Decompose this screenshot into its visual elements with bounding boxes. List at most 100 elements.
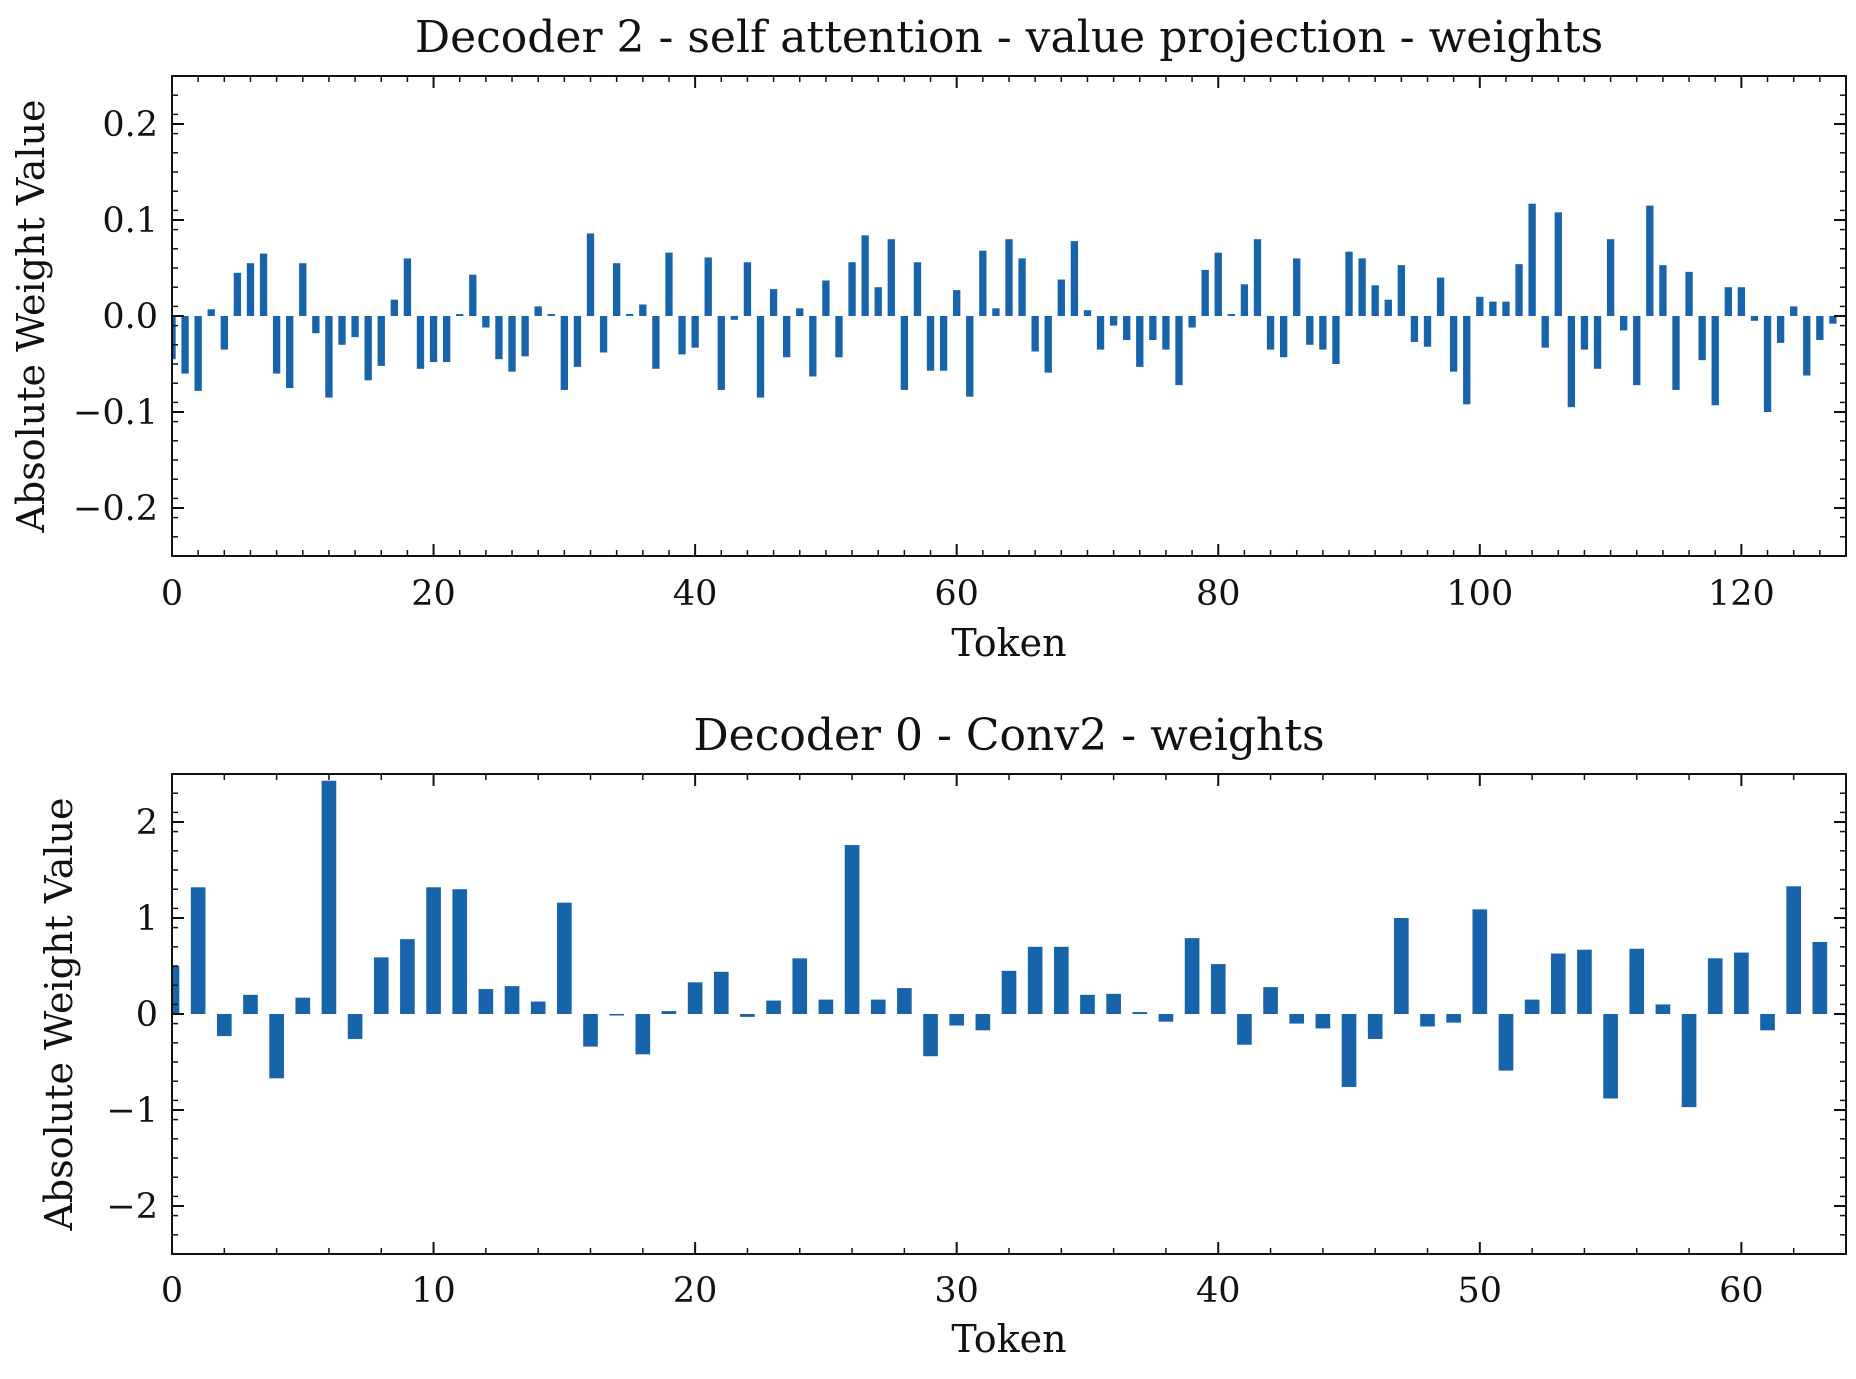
bar bbox=[975, 1014, 991, 1031]
bar bbox=[783, 316, 791, 358]
bar bbox=[338, 316, 346, 345]
bar bbox=[1214, 252, 1222, 316]
bar bbox=[1106, 993, 1121, 1014]
bar bbox=[1567, 316, 1576, 408]
bar bbox=[1005, 239, 1013, 316]
bar bbox=[612, 263, 621, 316]
bar bbox=[1315, 1014, 1331, 1029]
bar bbox=[652, 316, 660, 369]
bar bbox=[1184, 938, 1200, 1014]
x-tick-label: 40 bbox=[673, 574, 718, 614]
y-tick-label: 0.1 bbox=[102, 201, 158, 241]
bar bbox=[639, 304, 647, 316]
bar bbox=[534, 306, 542, 316]
bar bbox=[373, 957, 389, 1014]
bar bbox=[874, 287, 882, 316]
bar bbox=[573, 316, 582, 367]
bar bbox=[1109, 316, 1118, 326]
bar bbox=[1001, 970, 1017, 1014]
bar bbox=[560, 316, 569, 390]
bar bbox=[1394, 918, 1409, 1014]
bar bbox=[870, 999, 886, 1014]
bar bbox=[1659, 265, 1667, 316]
x-tick-label: 80 bbox=[1196, 574, 1241, 614]
bar bbox=[1306, 316, 1314, 345]
bar bbox=[1096, 316, 1105, 350]
bar bbox=[1053, 946, 1069, 1014]
bar bbox=[1080, 994, 1095, 1014]
bar bbox=[377, 316, 385, 366]
bar bbox=[325, 316, 333, 398]
bar bbox=[1472, 909, 1488, 1014]
bar bbox=[809, 316, 817, 377]
bar bbox=[1685, 271, 1693, 316]
bar bbox=[626, 314, 634, 316]
bar bbox=[547, 314, 555, 316]
bar bbox=[246, 263, 255, 316]
bar bbox=[1763, 316, 1772, 412]
bar bbox=[1449, 316, 1458, 372]
x-tick-label: 50 bbox=[1458, 1271, 1503, 1311]
bar bbox=[1132, 1012, 1148, 1014]
bar bbox=[1188, 316, 1196, 328]
bar bbox=[1070, 241, 1079, 316]
y-axis-label: Absolute Weight Value bbox=[37, 797, 81, 1231]
bar bbox=[835, 316, 843, 358]
x-tick-label: 20 bbox=[673, 1271, 718, 1311]
bar bbox=[897, 988, 912, 1014]
bar bbox=[1524, 999, 1540, 1014]
bar bbox=[665, 252, 673, 316]
bar bbox=[756, 316, 765, 398]
bar bbox=[1201, 269, 1209, 316]
bar bbox=[1734, 952, 1749, 1014]
bar bbox=[1803, 316, 1811, 376]
bar bbox=[1410, 316, 1419, 342]
bar bbox=[1384, 299, 1392, 316]
bar bbox=[1289, 1014, 1305, 1024]
bar bbox=[259, 253, 268, 316]
bar bbox=[269, 1014, 284, 1079]
bar bbox=[1476, 296, 1484, 316]
bar bbox=[1044, 316, 1052, 373]
bar bbox=[243, 994, 258, 1014]
x-tick-label: 100 bbox=[1446, 574, 1513, 614]
y-tick-label: 1 bbox=[136, 899, 158, 939]
bar bbox=[1655, 1004, 1671, 1014]
bar bbox=[730, 316, 739, 320]
bar bbox=[1227, 314, 1235, 316]
bar bbox=[939, 316, 948, 371]
bar bbox=[1463, 316, 1471, 405]
bar bbox=[1724, 287, 1732, 316]
bars bbox=[172, 203, 1837, 412]
bar bbox=[1816, 316, 1824, 340]
x-axis-label: Token bbox=[951, 1317, 1066, 1361]
bar bbox=[1423, 316, 1432, 347]
y-tick-label: −0.1 bbox=[73, 393, 158, 433]
bar bbox=[949, 1014, 965, 1026]
bar bbox=[456, 314, 464, 316]
bar bbox=[416, 316, 425, 369]
bar bbox=[1358, 258, 1366, 316]
bar bbox=[233, 272, 242, 316]
bar bbox=[1158, 1014, 1174, 1022]
bar bbox=[1829, 316, 1837, 324]
bar bbox=[1397, 265, 1406, 316]
bar bbox=[1319, 316, 1327, 350]
bar bbox=[403, 258, 412, 316]
bars bbox=[172, 780, 1828, 1108]
x-tick-label: 120 bbox=[1708, 574, 1775, 614]
bar bbox=[1371, 285, 1379, 316]
bar bbox=[923, 1014, 938, 1057]
bar bbox=[1515, 264, 1523, 316]
bar bbox=[822, 280, 830, 316]
bar bbox=[1237, 1014, 1252, 1045]
bar bbox=[1332, 316, 1340, 364]
bar bbox=[1123, 316, 1131, 340]
bar bbox=[1760, 1014, 1775, 1031]
bar bbox=[1633, 316, 1641, 386]
y-tick-label: −2 bbox=[106, 1187, 158, 1227]
x-tick-label: 0 bbox=[161, 574, 183, 614]
x-tick-label: 10 bbox=[411, 1271, 456, 1311]
y-tick-label: 2 bbox=[136, 803, 158, 843]
bar bbox=[766, 1000, 781, 1014]
